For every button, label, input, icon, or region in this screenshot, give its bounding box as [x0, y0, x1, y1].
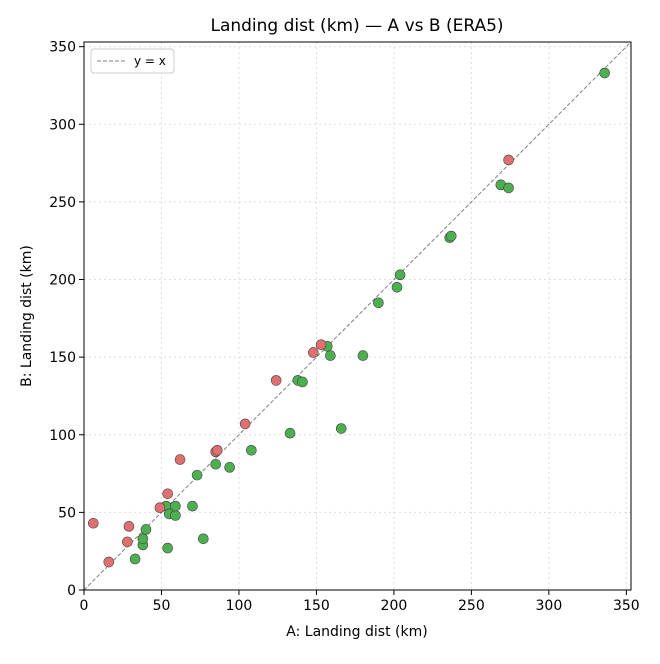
scatter-point [599, 67, 610, 79]
scatter-point [210, 458, 222, 470]
x-tick-label: 300 [536, 598, 563, 614]
x-tick-label: 350 [613, 598, 640, 614]
x-tick-label: 200 [381, 598, 408, 614]
scatter-point [284, 427, 296, 439]
x-tick-label: 100 [226, 598, 253, 614]
x-axis-label: A: Landing dist (km) [286, 624, 427, 640]
scatter-point [503, 182, 514, 194]
legend: y = x [90, 48, 175, 74]
y-tick-label: 250 [49, 195, 76, 211]
legend-label: y = x [134, 54, 166, 68]
scatter-point [198, 533, 209, 545]
y-tick-label: 200 [49, 273, 76, 289]
scatter-point [174, 454, 186, 465]
x-tick-label: 0 [80, 598, 89, 614]
scatter-point [87, 517, 99, 529]
scatter-point [123, 521, 135, 532]
scatter-point [191, 469, 203, 481]
chart-title: Landing dist (km) — A vs B (ERA5) [210, 16, 503, 36]
scatter-point [211, 444, 223, 456]
y-tick-label: 50 [58, 505, 76, 521]
y-tick-label: 100 [49, 428, 76, 444]
scatter-point [391, 281, 403, 293]
scatter-point [394, 269, 406, 281]
scatter-point [308, 347, 319, 358]
scatter-point [187, 500, 198, 512]
reference-line [83, 41, 632, 591]
scatter-point [154, 502, 166, 514]
scatter-point [357, 350, 369, 361]
scatter-point [315, 339, 327, 351]
scatter-point [270, 375, 282, 386]
scatter-point [503, 154, 514, 166]
data-points [87, 67, 610, 568]
scatter-point [445, 230, 457, 242]
scatter-point [297, 376, 308, 388]
scatter-point [162, 542, 173, 554]
scatter-point [335, 423, 347, 434]
scatter-point [373, 297, 384, 309]
scatter-point [246, 444, 257, 456]
scatter-point [137, 533, 149, 545]
scatter-point [224, 462, 235, 473]
legend-box [90, 48, 175, 74]
scatter-point [162, 488, 173, 500]
scatter-point [239, 418, 251, 430]
y-tick-label: 150 [49, 350, 76, 366]
scatter-point [129, 553, 141, 565]
scatter-point [140, 524, 152, 535]
plot-frame [83, 41, 632, 591]
x-tick-label: 50 [153, 598, 171, 614]
scatter-point [122, 536, 133, 548]
y-axis-label: B: Landing dist (km) [19, 245, 35, 387]
y-equals-x-line [83, 41, 632, 591]
y-tick-label: 300 [49, 117, 76, 133]
scatter-point [325, 350, 336, 361]
scatter-point [103, 556, 115, 568]
scatter-point [170, 510, 181, 521]
axis-ticks: 0 50 100 150 200 250 300 350 0 50 100 150 200 250 300 3… [49, 40, 639, 614]
y-tick-label: 350 [49, 40, 76, 56]
y-tick-label: 0 [67, 583, 76, 599]
x-tick-label: 250 [458, 598, 485, 614]
scatter-point [170, 500, 181, 512]
x-tick-label: 150 [303, 598, 330, 614]
